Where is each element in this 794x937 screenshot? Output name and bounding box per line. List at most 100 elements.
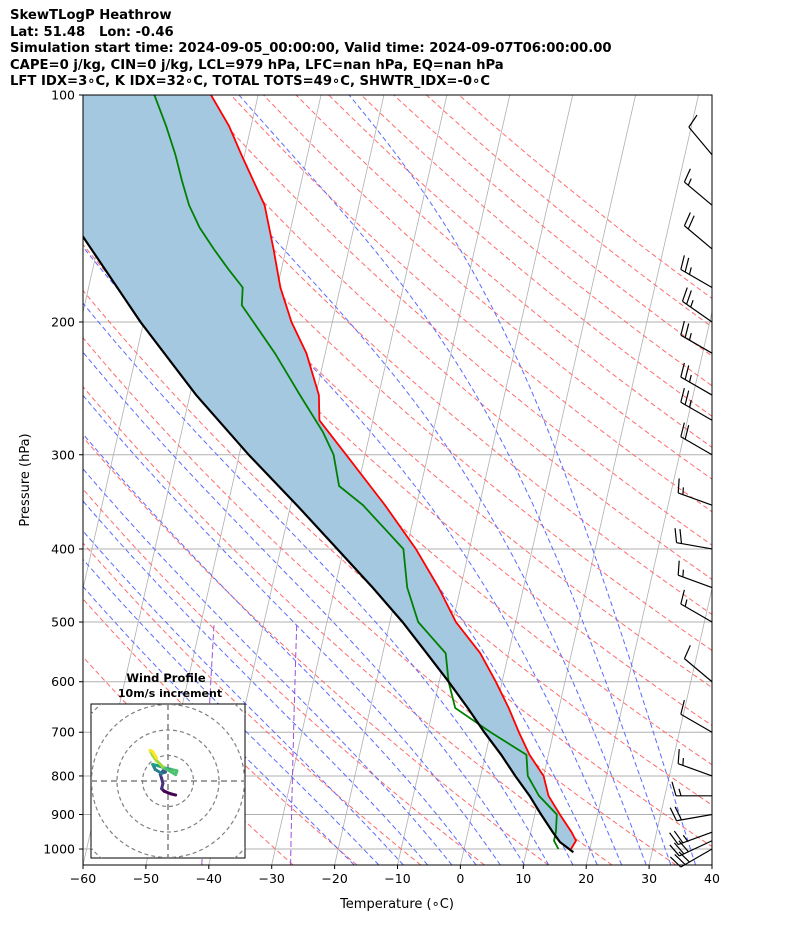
hodograph-inset: Wind Profile 10m/s increment xyxy=(90,671,246,859)
wind-barb-half-flag xyxy=(688,374,692,383)
wind-barb xyxy=(683,212,713,250)
wind-barb xyxy=(680,387,713,421)
hodograph-segment xyxy=(151,750,159,760)
wind-barb xyxy=(680,255,713,289)
wind-barb-full-flag xyxy=(683,168,691,183)
dry-adiabat-line xyxy=(230,95,712,513)
chart-title: SkewTLogP Heathrow xyxy=(10,8,172,23)
x-tick-label: −50 xyxy=(133,871,159,886)
y-tick-label: 200 xyxy=(51,314,75,329)
y-tick-label: 700 xyxy=(51,725,75,740)
convective-indices-label: CAPE=0 j/kg, CIN=0 j/kg, LCL=979 hPa, LF… xyxy=(10,57,504,73)
wind-barb-full-flag xyxy=(680,255,685,270)
wind-barb-half-flag xyxy=(682,834,689,842)
wind-barb-full-flag xyxy=(674,853,686,865)
wind-barb-half-flag xyxy=(678,788,682,796)
wind-barb-full-flag xyxy=(684,257,690,273)
x-tick-label: 20 xyxy=(578,871,594,886)
wind-barb xyxy=(669,848,713,868)
chart-header: SkewTLogP Heathrow Lat: 51.48 Lon: -0.46… xyxy=(10,8,612,91)
wind-barb-full-flag xyxy=(674,806,683,821)
dry-adiabat-line xyxy=(83,113,712,689)
wind-barb xyxy=(680,589,713,623)
wind-barb-staff xyxy=(680,848,713,868)
wind-barb-full-flag xyxy=(673,830,684,844)
wind-barb-staff xyxy=(680,376,713,396)
wind-barb-staff xyxy=(676,542,713,550)
stability-indices-label: LFT IDX=3∘C, K IDX=32∘C, TOTAL TOTS=49∘C… xyxy=(10,74,491,90)
wind-barb xyxy=(680,362,713,396)
hodograph-segment xyxy=(155,759,165,769)
moist-adiabat-line xyxy=(83,394,501,865)
isotherm-line xyxy=(0,95,69,865)
wind-barb xyxy=(669,840,713,857)
wind-barb-staff xyxy=(684,658,713,683)
moist-adiabat-line xyxy=(83,302,550,865)
wind-barb-full-flag xyxy=(681,287,688,302)
sounding-series xyxy=(83,95,578,854)
wind-barb-staff xyxy=(680,603,713,623)
location-label: Lat: 51.48 Lon: -0.46 xyxy=(10,24,174,40)
isotherm-line xyxy=(648,586,712,865)
moist-adiabat-line xyxy=(83,530,404,865)
y-tick-label: 1000 xyxy=(43,842,75,857)
dry-adiabat-line xyxy=(426,95,712,328)
x-tick-label: 30 xyxy=(641,871,657,886)
wind-barb-full-flag xyxy=(680,589,685,605)
wind-barb-full-flag xyxy=(686,290,692,305)
isotherm-line xyxy=(334,95,511,865)
temperature-profile-line xyxy=(210,95,578,850)
y-tick-label: 800 xyxy=(51,768,75,783)
moist-adiabat-line xyxy=(83,103,623,865)
wind-barb-full-flag xyxy=(684,323,690,338)
wind-barb-staff xyxy=(680,436,713,456)
wind-barb-full-flag xyxy=(683,645,691,659)
y-tick-label: 600 xyxy=(51,674,75,689)
dry-adiabat-line xyxy=(83,598,358,865)
y-tick-label: 900 xyxy=(51,807,75,822)
wind-barb xyxy=(677,749,713,777)
wind-barb-half-flag xyxy=(684,599,688,607)
wind-barb-staff xyxy=(676,813,713,822)
wind-barb-half-flag xyxy=(688,267,692,275)
isotherm-line xyxy=(711,863,712,865)
y-tick-label: 300 xyxy=(51,447,75,462)
x-tick-label: 0 xyxy=(456,871,464,886)
wind-barb-full-flag xyxy=(678,851,690,863)
wind-barb-staff xyxy=(677,492,713,506)
wind-barb-full-flag xyxy=(677,749,680,764)
isotherm-line xyxy=(0,95,7,865)
x-tick-label: −60 xyxy=(70,871,96,886)
wind-barb-staff xyxy=(680,268,713,289)
moist-adiabat-line xyxy=(83,585,355,865)
wind-barb-full-flag xyxy=(688,114,698,128)
y-axis-label: Pressure (hPa) xyxy=(18,433,33,526)
simulation-time-label: Simulation start time: 2024-09-05_00:00:… xyxy=(10,41,612,57)
moist-adiabat-line xyxy=(238,95,672,865)
wind-barb-staff xyxy=(680,334,713,354)
hodograph-segment xyxy=(161,765,178,777)
wind-barb-half-flag xyxy=(682,758,684,766)
wind-barb-staff xyxy=(679,840,713,857)
wind-barb-half-flag xyxy=(690,299,694,308)
wind-barb-staff xyxy=(684,181,713,206)
hodograph-plot xyxy=(91,704,245,858)
dry-adiabat-line xyxy=(83,542,422,865)
wind-barb-full-flag xyxy=(680,320,685,336)
wind-barb xyxy=(671,781,712,797)
isotherm-line xyxy=(775,95,794,865)
cin-shading xyxy=(83,95,576,849)
hodograph-title: Wind Profile xyxy=(126,671,206,685)
wind-barb-full-flag xyxy=(683,212,691,227)
wind-barb-full-flag xyxy=(669,856,682,868)
y-tick-label: 400 xyxy=(51,541,75,556)
x-tick-label: 10 xyxy=(515,871,531,886)
isotherm-line xyxy=(460,95,636,865)
wind-barb-half-flag xyxy=(687,178,692,186)
y-tick-label: 100 xyxy=(51,88,75,103)
wind-barb-full-flag xyxy=(678,840,689,853)
wind-barb xyxy=(681,287,713,323)
moist-adiabat-line xyxy=(147,95,647,865)
moist-adiabat-line xyxy=(83,468,453,865)
